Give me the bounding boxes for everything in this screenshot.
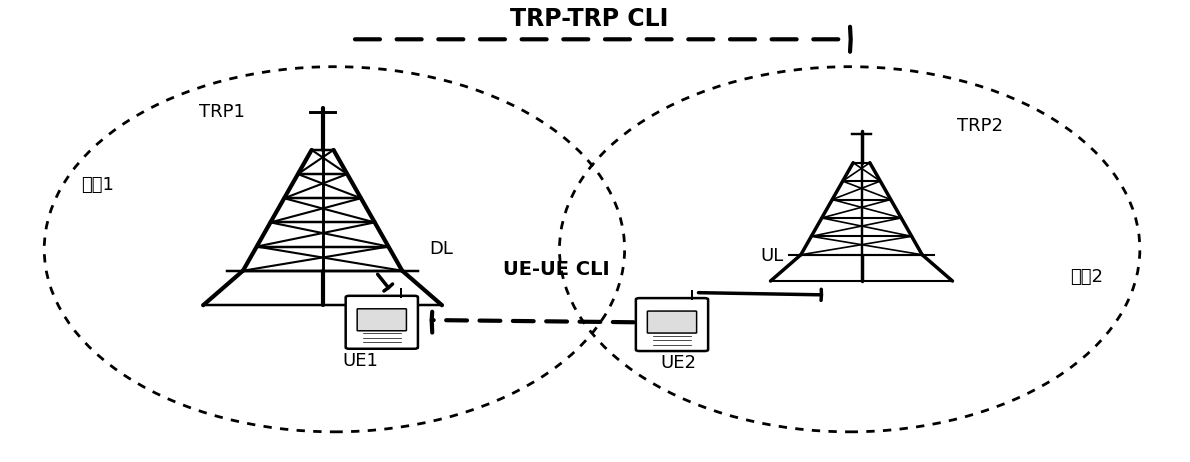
Text: TRP2: TRP2 <box>957 117 1003 135</box>
Text: TRP1: TRP1 <box>199 103 245 122</box>
FancyBboxPatch shape <box>345 296 418 349</box>
Text: UE2: UE2 <box>660 354 696 372</box>
Text: 小区1: 小区1 <box>81 176 114 195</box>
FancyBboxPatch shape <box>647 311 696 333</box>
Text: DL: DL <box>430 240 453 258</box>
Text: UE1: UE1 <box>343 352 378 370</box>
Text: UL: UL <box>760 247 784 265</box>
Text: TRP-TRP CLI: TRP-TRP CLI <box>509 7 669 31</box>
Text: UE-UE CLI: UE-UE CLI <box>503 260 609 279</box>
Text: 小区2: 小区2 <box>1070 267 1103 286</box>
FancyBboxPatch shape <box>357 309 407 331</box>
FancyBboxPatch shape <box>635 298 708 351</box>
